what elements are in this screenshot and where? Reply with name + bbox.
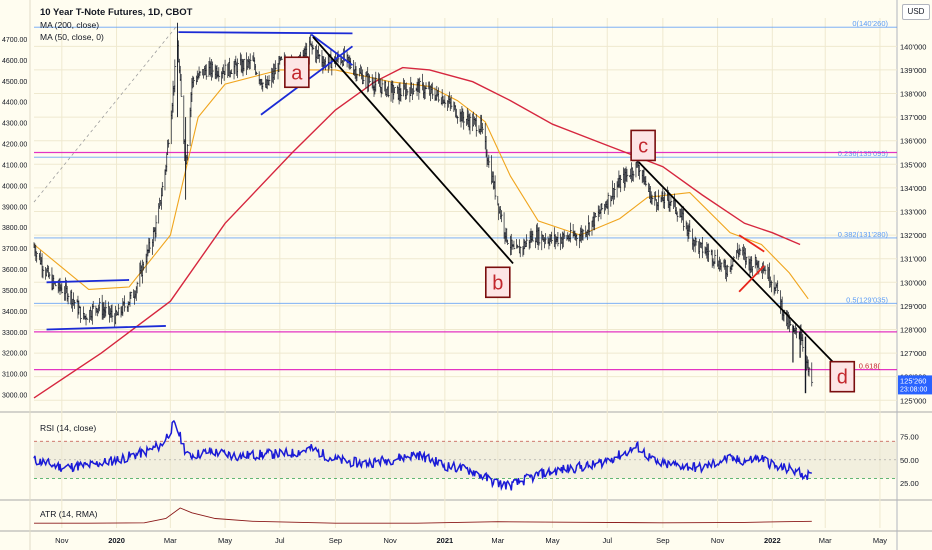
x-axis-tick-label: Mar: [491, 536, 504, 545]
left-axis-tick-label: 4100.00: [2, 162, 27, 169]
left-axis-tick-label: 4200.00: [2, 142, 27, 149]
trendlines[interactable]: [33, 24, 851, 380]
x-axis-tick-label: Jul: [602, 536, 612, 545]
moving-averages: [33, 66, 809, 399]
left-axis-tick-label: 4500.00: [2, 79, 27, 86]
left-axis-tick-label: 4300.00: [2, 121, 27, 128]
x-axis-tick-label: Nov: [383, 536, 397, 545]
right-axis-tick-label: 130'000: [900, 278, 926, 287]
right-axis-tick-label: 134'000: [900, 184, 926, 193]
currency-button[interactable]: USD: [902, 4, 930, 20]
red-trendline[interactable]: [738, 234, 765, 253]
fib-level-label: 0(140'260): [852, 19, 888, 28]
atr-pane: [34, 507, 812, 524]
x-axis-tick-label: Sep: [656, 536, 669, 545]
time-axis: Nov 2020 Mar May Jul Sep Nov 2021 Mar May Jul Sep No…: [55, 536, 887, 545]
blue-trendline[interactable]: [46, 279, 130, 284]
wave-label-box[interactable]: [484, 266, 511, 299]
right-axis-tick-label: 131'000: [900, 255, 926, 264]
ma200-legend[interactable]: MA (200, close): [40, 20, 99, 30]
left-axis-tick-label: 4600.00: [2, 58, 27, 65]
left-axis-tick-label: 3800.00: [2, 225, 27, 232]
x-axis-tick-label: Sep: [329, 536, 342, 545]
left-axis-tick-label: 4400.00: [2, 100, 27, 107]
horizontal-levels: 0(140'260) 0.236(135'095) 0.382(131'280) 0.…: [34, 19, 897, 371]
left-axis-tick-label: 3100.00: [2, 372, 27, 379]
right-axis-tick-label: 129'000: [900, 302, 926, 311]
rsi-legend[interactable]: RSI (14, close): [40, 423, 96, 433]
x-axis-tick-label: May: [545, 536, 559, 545]
price-axes: 125'000126'000127'000128'000129'000130'0…: [2, 37, 932, 405]
right-axis-tick-label: 138'000: [900, 90, 926, 99]
left-axis-tick-label: 3400.00: [2, 309, 27, 316]
fib-level-label: 0.618(: [859, 362, 881, 371]
blue-trendline[interactable]: [178, 31, 353, 35]
right-axis-tick-label: 125'000: [900, 396, 926, 405]
left-axis-tick-label: 3200.00: [2, 351, 27, 358]
last-price-countdown: 23:08:00: [900, 386, 927, 393]
x-axis-tick-label: 2020: [108, 536, 125, 545]
x-axis-tick-label: May: [873, 536, 887, 545]
blue-trendline[interactable]: [46, 325, 166, 331]
rsi-pane: 75.00 50.00 25.00: [33, 419, 919, 492]
left-axis-tick-label: 3300.00: [2, 330, 27, 337]
right-axis-tick-label: 139'000: [900, 66, 926, 75]
left-axis-tick-label: 3500.00: [2, 288, 27, 295]
x-axis-tick-label: Mar: [164, 536, 177, 545]
dashed-trendline[interactable]: [33, 24, 178, 203]
left-axis-tick-label: 4700.00: [2, 37, 27, 44]
wave-label-box[interactable]: [284, 56, 310, 89]
fib-level-label: 0.382(131'280): [838, 230, 889, 239]
red-trendline[interactable]: [738, 265, 765, 293]
wave-label-box[interactable]: [829, 360, 856, 393]
ma50-legend[interactable]: MA (50, close, 0): [40, 32, 104, 42]
right-axis-tick-label: 137'000: [900, 113, 926, 122]
left-axis-tick-label: 3900.00: [2, 204, 27, 211]
left-axis-tick-label: 3000.00: [2, 393, 27, 400]
x-axis-tick-label: Nov: [711, 536, 725, 545]
rsi-line: [33, 419, 812, 492]
last-price-value: 125'260: [900, 376, 926, 385]
right-axis-tick-label: 135'000: [900, 160, 926, 169]
rsi-tick-label: 25.00: [900, 479, 919, 488]
ma50-line: [33, 69, 809, 300]
wave-labels[interactable]: a b c d: [284, 56, 856, 393]
last-price-tag: [898, 375, 932, 395]
atr-legend[interactable]: ATR (14, RMA): [40, 509, 98, 519]
wave-label-a[interactable]: a: [291, 62, 303, 84]
right-axis-tick-label: 140'000: [900, 42, 926, 51]
x-axis-tick-label: 2021: [437, 536, 454, 545]
left-axis-tick-label: 3600.00: [2, 267, 27, 274]
right-axis-tick-label: 136'000: [900, 137, 926, 146]
x-axis-tick-label: 2022: [764, 536, 781, 545]
right-axis-tick-label: 128'000: [900, 325, 926, 334]
x-axis-tick-label: May: [218, 536, 232, 545]
x-axis-tick-label: Nov: [55, 536, 69, 545]
black-trendline[interactable]: [312, 36, 514, 265]
rsi-tick-label: 50.00: [900, 456, 919, 465]
left-axis-tick-label: 3700.00: [2, 246, 27, 253]
blue-trendline[interactable]: [310, 33, 354, 66]
left-axis-tick-label: 4000.00: [2, 183, 27, 190]
x-axis-tick-label: Jul: [275, 536, 285, 545]
chart-title: 10 Year T-Note Futures, 1D, CBOT: [40, 7, 193, 18]
fib-level-label: 0.5(129'035): [846, 295, 888, 304]
x-axis-tick-label: Mar: [819, 536, 832, 545]
wave-label-box[interactable]: [630, 129, 656, 162]
right-axis-tick-label: 133'000: [900, 208, 926, 217]
atr-line: [34, 507, 812, 524]
right-axis-tick-label: 132'000: [900, 231, 926, 240]
wave-label-b[interactable]: b: [492, 272, 503, 294]
black-trendline[interactable]: [637, 161, 851, 380]
wave-label-c[interactable]: c: [638, 135, 648, 157]
right-axis-tick-label: 127'000: [900, 349, 926, 358]
fib-level-label: 0.236(135'095): [838, 149, 889, 158]
rsi-tick-label: 75.00: [900, 433, 919, 442]
ma200-line: [33, 66, 801, 399]
wave-label-d[interactable]: d: [837, 367, 848, 389]
